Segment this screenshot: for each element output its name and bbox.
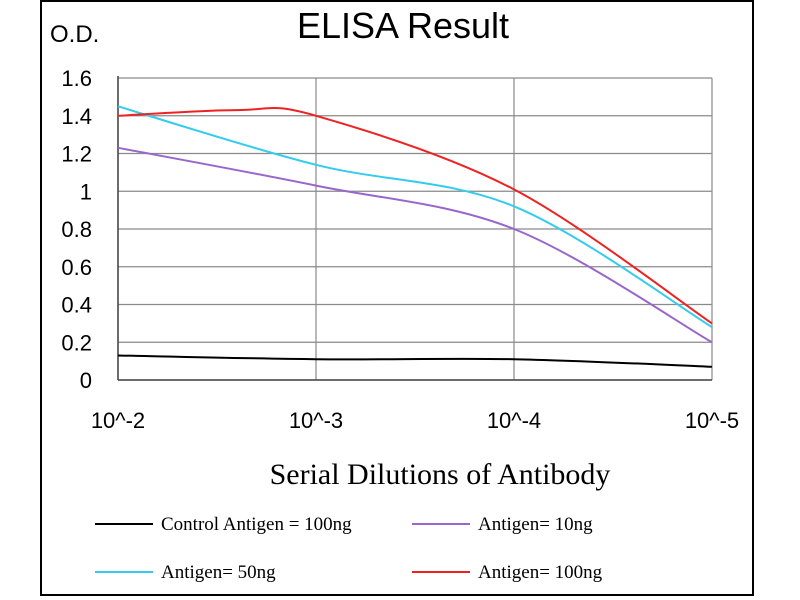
y-tick-label: 1 <box>80 179 92 204</box>
y-axis-label: O.D. <box>50 21 99 48</box>
legend-label: Antigen= 10ng <box>478 514 593 535</box>
y-tick-label: 1.6 <box>61 66 92 91</box>
legend-label: Control Antigen = 100ng <box>161 514 352 535</box>
legend-item-0: Control Antigen = 100ng <box>95 514 352 535</box>
series-line-3 <box>117 106 713 325</box>
legend-label: Antigen= 50ng <box>161 562 276 583</box>
x-axis-label: Serial Dilutions of Antibody <box>270 458 611 491</box>
series-line-2 <box>117 105 713 328</box>
series-lines <box>117 105 713 368</box>
y-tick-label: 0 <box>80 368 92 393</box>
chart-title: ELISA Result <box>297 5 509 46</box>
legend: Control Antigen = 100ng Antigen= 10ng Anti… <box>95 514 603 583</box>
y-tick-label: 1.2 <box>61 142 92 167</box>
x-tick-label: 10^-3 <box>289 408 343 433</box>
x-tick-label: 10^-5 <box>685 408 739 433</box>
series-line-0 <box>117 354 713 368</box>
y-tick-label: 1.4 <box>61 104 92 129</box>
y-tick-label: 0.2 <box>61 330 92 355</box>
y-tick-label: 0.6 <box>61 255 92 280</box>
legend-item-2: Antigen= 50ng <box>95 562 276 583</box>
legend-label: Antigen= 100ng <box>478 562 603 583</box>
y-tick-label: 0.4 <box>61 293 92 318</box>
x-tick-label: 10^-2 <box>91 408 145 433</box>
legend-item-3: Antigen= 100ng <box>412 562 603 583</box>
y-tick-labels: 0 0.2 0.4 0.6 0.8 1 1.2 1.4 1.6 <box>61 66 92 393</box>
legend-item-1: Antigen= 10ng <box>412 514 593 535</box>
x-tick-label: 10^-4 <box>487 408 541 433</box>
series-line-1 <box>117 146 713 344</box>
chart-frame <box>40 0 754 596</box>
x-tick-labels: 10^-2 10^-3 10^-4 10^-5 <box>91 408 739 433</box>
y-tick-label: 0.8 <box>61 217 92 242</box>
grid <box>117 76 713 381</box>
